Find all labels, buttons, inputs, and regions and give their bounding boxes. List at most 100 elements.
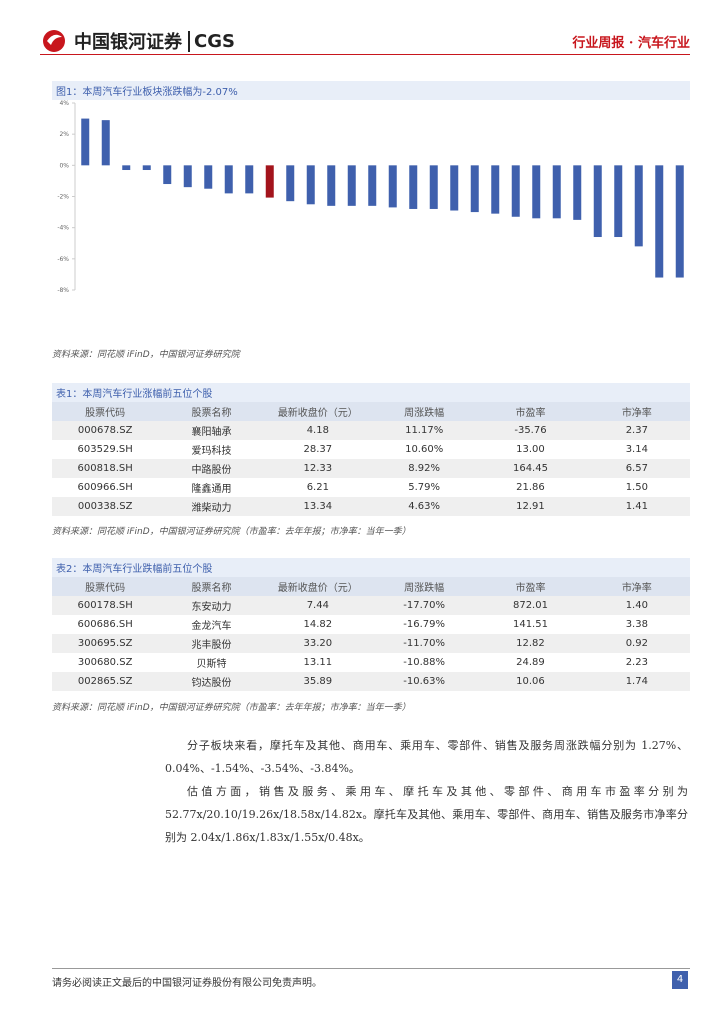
table-cell: -35.76 [477, 421, 584, 440]
table-row: 300680.SZ 贝斯特 13.11 -10.88% 24.89 2.23 [52, 653, 690, 672]
table-cell: 4.18 [264, 421, 371, 440]
table-cell: 2.37 [583, 421, 690, 440]
paragraph: 估值方面，销售及服务、乘用车、摩托车及其他、零部件、商用车市盈率分别为 52.7… [165, 785, 688, 844]
table-cell: 0.92 [583, 634, 690, 653]
table-row: 600966.SH 隆鑫通用 6.21 5.79% 21.86 1.50 [52, 478, 690, 497]
y-tick-label: -2% [57, 194, 69, 201]
paragraph: 分子板块来看，摩托车及其他、商用车、乘用车、零部件、销售及服务周涨跌幅分别为 1… [165, 739, 688, 775]
bar [204, 165, 213, 189]
bar [224, 165, 233, 194]
y-tick-label: -4% [57, 225, 69, 232]
table-cell: -17.70% [370, 596, 478, 615]
table-cell: 钧达股份 [158, 672, 265, 691]
table-cell: 隆鑫通用 [191, 484, 232, 495]
report-type: 行业周报 [572, 36, 625, 51]
bar [306, 165, 315, 205]
table-cell: 3.14 [625, 444, 648, 455]
bar [470, 165, 479, 213]
table-row: 600178.SH 东安动力 7.44 -17.70% 872.01 1.40 [52, 596, 690, 615]
bar [511, 165, 520, 217]
table-cell: 600966.SH [77, 482, 133, 493]
table-cell: 164.45 [477, 459, 584, 478]
y-tick-label: 0% [59, 162, 69, 169]
bar [614, 165, 623, 238]
bar [409, 165, 418, 209]
table-source: 资料来源：同花顺 iFinD，中国银河证券研究院（市盈率：去年年报；市净率：当年… [52, 703, 411, 713]
table-cell: 爱玛科技 [191, 446, 232, 457]
table-cell: 东安动力 [158, 596, 265, 615]
bar [634, 165, 643, 247]
logo-cn: 中国银河证券 [74, 32, 182, 53]
table-cell: 金龙汽车 [191, 621, 232, 632]
bar [183, 165, 192, 188]
bar [429, 165, 438, 209]
column-header: 股票名称 [158, 577, 265, 596]
table-cell: 000678.SZ [52, 421, 159, 440]
y-tick-label: -8% [57, 287, 69, 294]
bar [491, 165, 500, 214]
table-cell: 13.11 [303, 657, 333, 668]
sector: 汽车行业 [637, 36, 690, 51]
table-title: 表1：本周汽车行业涨幅前五位个股 [52, 383, 690, 402]
table-cell: 13.00 [516, 444, 545, 455]
table-row: 600686.SH 金龙汽车 14.82 -16.79% 141.51 3.38 [52, 615, 690, 634]
bar [552, 165, 561, 219]
table-cell: 中路股份 [158, 459, 265, 478]
y-tick-label: 4% [59, 100, 69, 107]
column-header: 最新收盘价（元） [264, 577, 371, 596]
body-text: 分子板块来看，摩托车及其他、商用车、乘用车、零部件、销售及服务周涨跌幅分别为 1… [165, 734, 688, 849]
bar [388, 165, 397, 208]
table-cell: 6.57 [583, 459, 690, 478]
bar [245, 165, 254, 194]
table-source: 资料来源：同花顺 iFinD，中国银河证券研究院（市盈率：去年年报；市净率：当年… [52, 527, 411, 537]
bar [122, 165, 131, 171]
column-header: 股票名称 [158, 402, 265, 421]
logo-icon [43, 30, 65, 52]
logo: 中国银河证券 CGS [42, 28, 235, 54]
table-cell: 1.41 [583, 497, 690, 516]
bar [368, 165, 377, 206]
table-cell: 12.82 [477, 634, 584, 653]
table-cell: 300680.SZ [77, 657, 133, 668]
table-row: 000678.SZ 襄阳轴承 4.18 11.17% -35.76 2.37 [52, 421, 690, 440]
table-row: 002865.SZ 钧达股份 35.89 -10.63% 10.06 1.74 [52, 672, 690, 691]
bar [286, 165, 295, 202]
y-tick-label: 2% [59, 131, 69, 138]
column-header: 最新收盘价（元） [264, 402, 371, 421]
bar [573, 165, 582, 220]
column-header: 市净率 [583, 402, 690, 421]
bar [101, 120, 110, 166]
bar [163, 165, 172, 185]
header-row: 股票代码 股票名称 最新收盘价（元） 周涨跌幅 市盈率 市净率 [52, 577, 690, 596]
table-cell: 1.74 [583, 672, 690, 691]
chart: -8% -6% -4% -2% 0% 2% 4% [57, 100, 684, 294]
table-cell: 10.60% [405, 444, 444, 455]
table-cell: 潍柴动力 [158, 497, 265, 516]
table: 股票代码 股票名称 最新收盘价（元） 周涨跌幅 市盈率 市净率 600178.SH 东安动力 7… [52, 577, 690, 691]
column-header: 股票代码 [52, 402, 159, 421]
table-cell: 33.20 [264, 634, 371, 653]
header-row: 股票代码 股票名称 最新收盘价（元） 周涨跌幅 市盈率 市净率 [52, 402, 690, 421]
table-cell: 10.06 [477, 672, 584, 691]
column-header: 市盈率 [477, 577, 584, 596]
table-cell: 141.51 [512, 619, 548, 630]
table-cell: 603529.SH [77, 444, 133, 455]
footer-rule [52, 968, 690, 969]
y-tick-label: -6% [57, 256, 69, 263]
chart-title: 图1：本周汽车行业板块涨跌幅为-2.07% [52, 81, 690, 100]
table-cell: 3.38 [625, 619, 648, 630]
table-cell: 6.21 [306, 482, 329, 493]
bar [347, 165, 356, 206]
table-cell: 24.89 [516, 657, 545, 668]
bar [142, 165, 151, 171]
column-header: 周涨跌幅 [370, 402, 478, 421]
table-cell: -10.88% [403, 657, 446, 668]
table-cell: 000338.SZ [52, 497, 159, 516]
table-cell: 600686.SH [77, 619, 133, 630]
disclaimer: 请务必阅读正文最后的中国银河证券股份有限公司免责声明。 [52, 978, 322, 989]
table-cell: 13.34 [264, 497, 371, 516]
table-cell: 600818.SH [52, 459, 159, 478]
table-cell: 1.50 [625, 482, 648, 493]
column-header: 股票代码 [52, 577, 159, 596]
table-cell: 28.37 [303, 444, 333, 455]
